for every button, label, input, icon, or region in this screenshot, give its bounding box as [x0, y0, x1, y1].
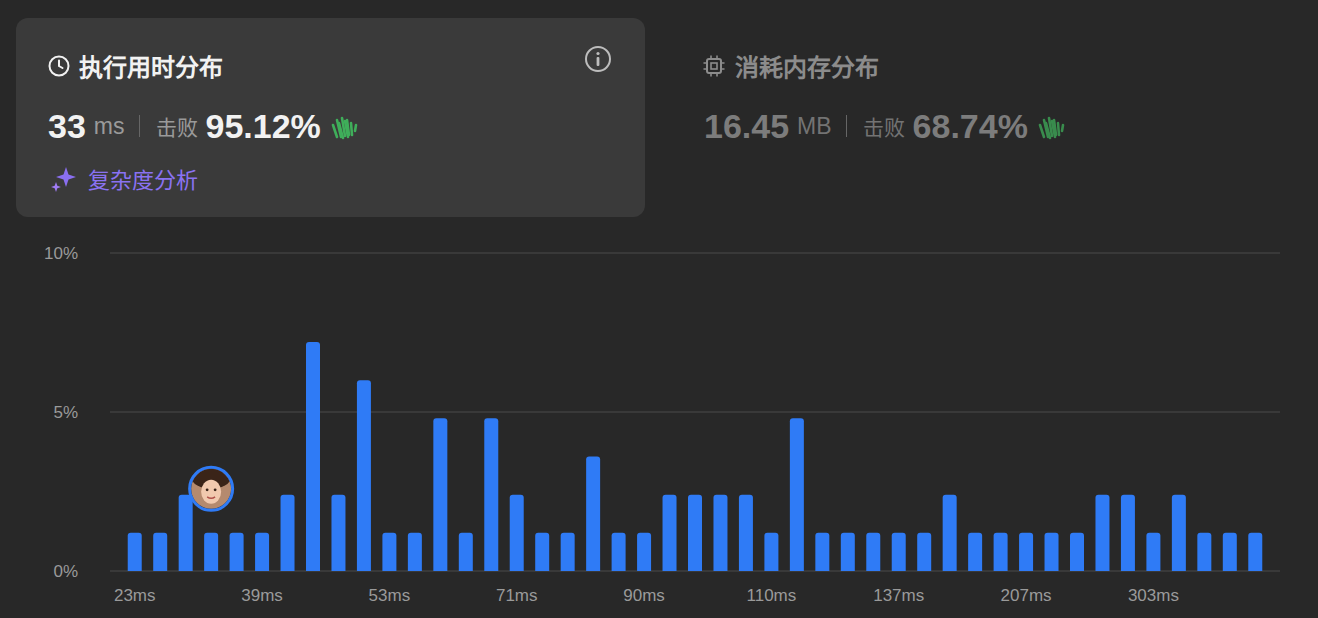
runtime-value: 33 — [48, 107, 86, 146]
bar[interactable] — [1121, 495, 1135, 571]
clap-icon — [329, 111, 361, 141]
bar[interactable] — [535, 533, 549, 571]
bar[interactable] — [1172, 495, 1186, 571]
info-icon[interactable] — [584, 45, 612, 73]
runtime-value-row: 33 ms 击败 95.12% — [48, 104, 361, 148]
x-tick-label: 53ms — [369, 586, 411, 605]
complexity-analysis-link[interactable]: 复杂度分析 — [88, 162, 198, 194]
bar[interactable] — [815, 533, 829, 571]
bar[interactable] — [1197, 533, 1211, 571]
grid-line — [110, 253, 1280, 254]
bar[interactable] — [255, 533, 269, 571]
x-tick-label: 207ms — [1001, 586, 1052, 605]
user-avatar[interactable] — [189, 465, 233, 511]
runtime-unit: ms — [94, 113, 125, 140]
x-tick-label: 39ms — [241, 586, 283, 605]
bar[interactable] — [357, 380, 371, 571]
x-tick-label: 71ms — [496, 586, 538, 605]
bar[interactable] — [968, 533, 982, 571]
bar[interactable] — [713, 495, 727, 571]
bar[interactable] — [637, 533, 651, 571]
bar[interactable] — [586, 457, 600, 571]
bar[interactable] — [484, 418, 498, 571]
bar[interactable] — [866, 533, 880, 571]
y-tick-label: 10% — [44, 244, 78, 263]
runtime-title: 执行用时分布 — [79, 48, 223, 83]
bar[interactable] — [433, 418, 447, 571]
bar[interactable] — [128, 533, 142, 571]
beat-label: 击败 — [863, 111, 905, 141]
memory-value-row: 16.45 MB 击败 68.74% — [704, 104, 1068, 148]
bar[interactable] — [306, 342, 320, 571]
bar[interactable] — [561, 533, 575, 571]
x-tick-label: 303ms — [1128, 586, 1179, 605]
bars — [128, 342, 1263, 571]
bar[interactable] — [408, 533, 422, 571]
grid-line — [110, 412, 1280, 413]
bar[interactable] — [204, 533, 218, 571]
runtime-title-row: 执行用时分布 — [47, 48, 223, 83]
bar[interactable] — [459, 533, 473, 571]
bar[interactable] — [230, 533, 244, 571]
analysis-row[interactable]: 复杂度分析 — [50, 164, 198, 192]
bar[interactable] — [1070, 533, 1084, 571]
bar[interactable] — [510, 495, 524, 571]
bar[interactable] — [281, 495, 295, 571]
y-tick-label: 0% — [53, 562, 78, 581]
bar[interactable] — [331, 495, 345, 571]
bar[interactable] — [153, 533, 167, 571]
bar[interactable] — [688, 495, 702, 571]
x-tick-label: 90ms — [623, 586, 665, 605]
y-tick-label: 5% — [53, 403, 78, 422]
memory-beat: 68.74% — [913, 107, 1028, 146]
bar[interactable] — [1146, 533, 1160, 571]
bar[interactable] — [764, 533, 778, 571]
bar[interactable] — [663, 495, 677, 571]
clock-icon — [47, 54, 71, 78]
memory-title: 消耗内存分布 — [735, 48, 879, 83]
bar[interactable] — [1045, 533, 1059, 571]
bar[interactable] — [1223, 533, 1237, 571]
bar[interactable] — [841, 533, 855, 571]
bar[interactable] — [1248, 533, 1262, 571]
bar[interactable] — [612, 533, 626, 571]
bar[interactable] — [1019, 533, 1033, 571]
bar[interactable] — [917, 533, 931, 571]
runtime-beat: 95.12% — [206, 107, 321, 146]
x-tick-label: 110ms — [747, 586, 797, 605]
x-tick-label: 137ms — [873, 586, 924, 605]
bar[interactable] — [179, 495, 193, 571]
bar[interactable] — [382, 533, 396, 571]
bar[interactable] — [790, 418, 804, 571]
clap-icon — [1036, 111, 1068, 141]
beat-label: 击败 — [156, 111, 198, 141]
chip-icon — [702, 54, 726, 78]
bar[interactable] — [943, 495, 957, 571]
memory-unit: MB — [797, 113, 832, 140]
bar[interactable] — [1095, 495, 1109, 571]
sparkle-icon — [50, 164, 78, 192]
bar[interactable] — [739, 495, 753, 571]
x-tick-label: 23ms — [114, 586, 156, 605]
bar[interactable] — [892, 533, 906, 571]
separator — [139, 115, 140, 137]
bar[interactable] — [994, 533, 1008, 571]
memory-value: 16.45 — [704, 107, 789, 146]
memory-title-row[interactable]: 消耗内存分布 — [702, 48, 879, 83]
separator — [846, 115, 847, 137]
runtime-distribution-chart: 0% 5% 10% 23ms 39ms 53ms 71ms 90ms 110ms 137ms 207… — [0, 0, 1318, 618]
